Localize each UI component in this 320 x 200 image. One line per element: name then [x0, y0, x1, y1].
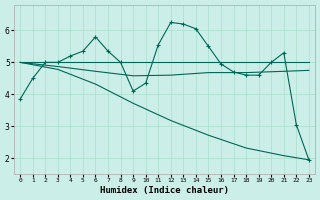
X-axis label: Humidex (Indice chaleur): Humidex (Indice chaleur) — [100, 186, 229, 195]
